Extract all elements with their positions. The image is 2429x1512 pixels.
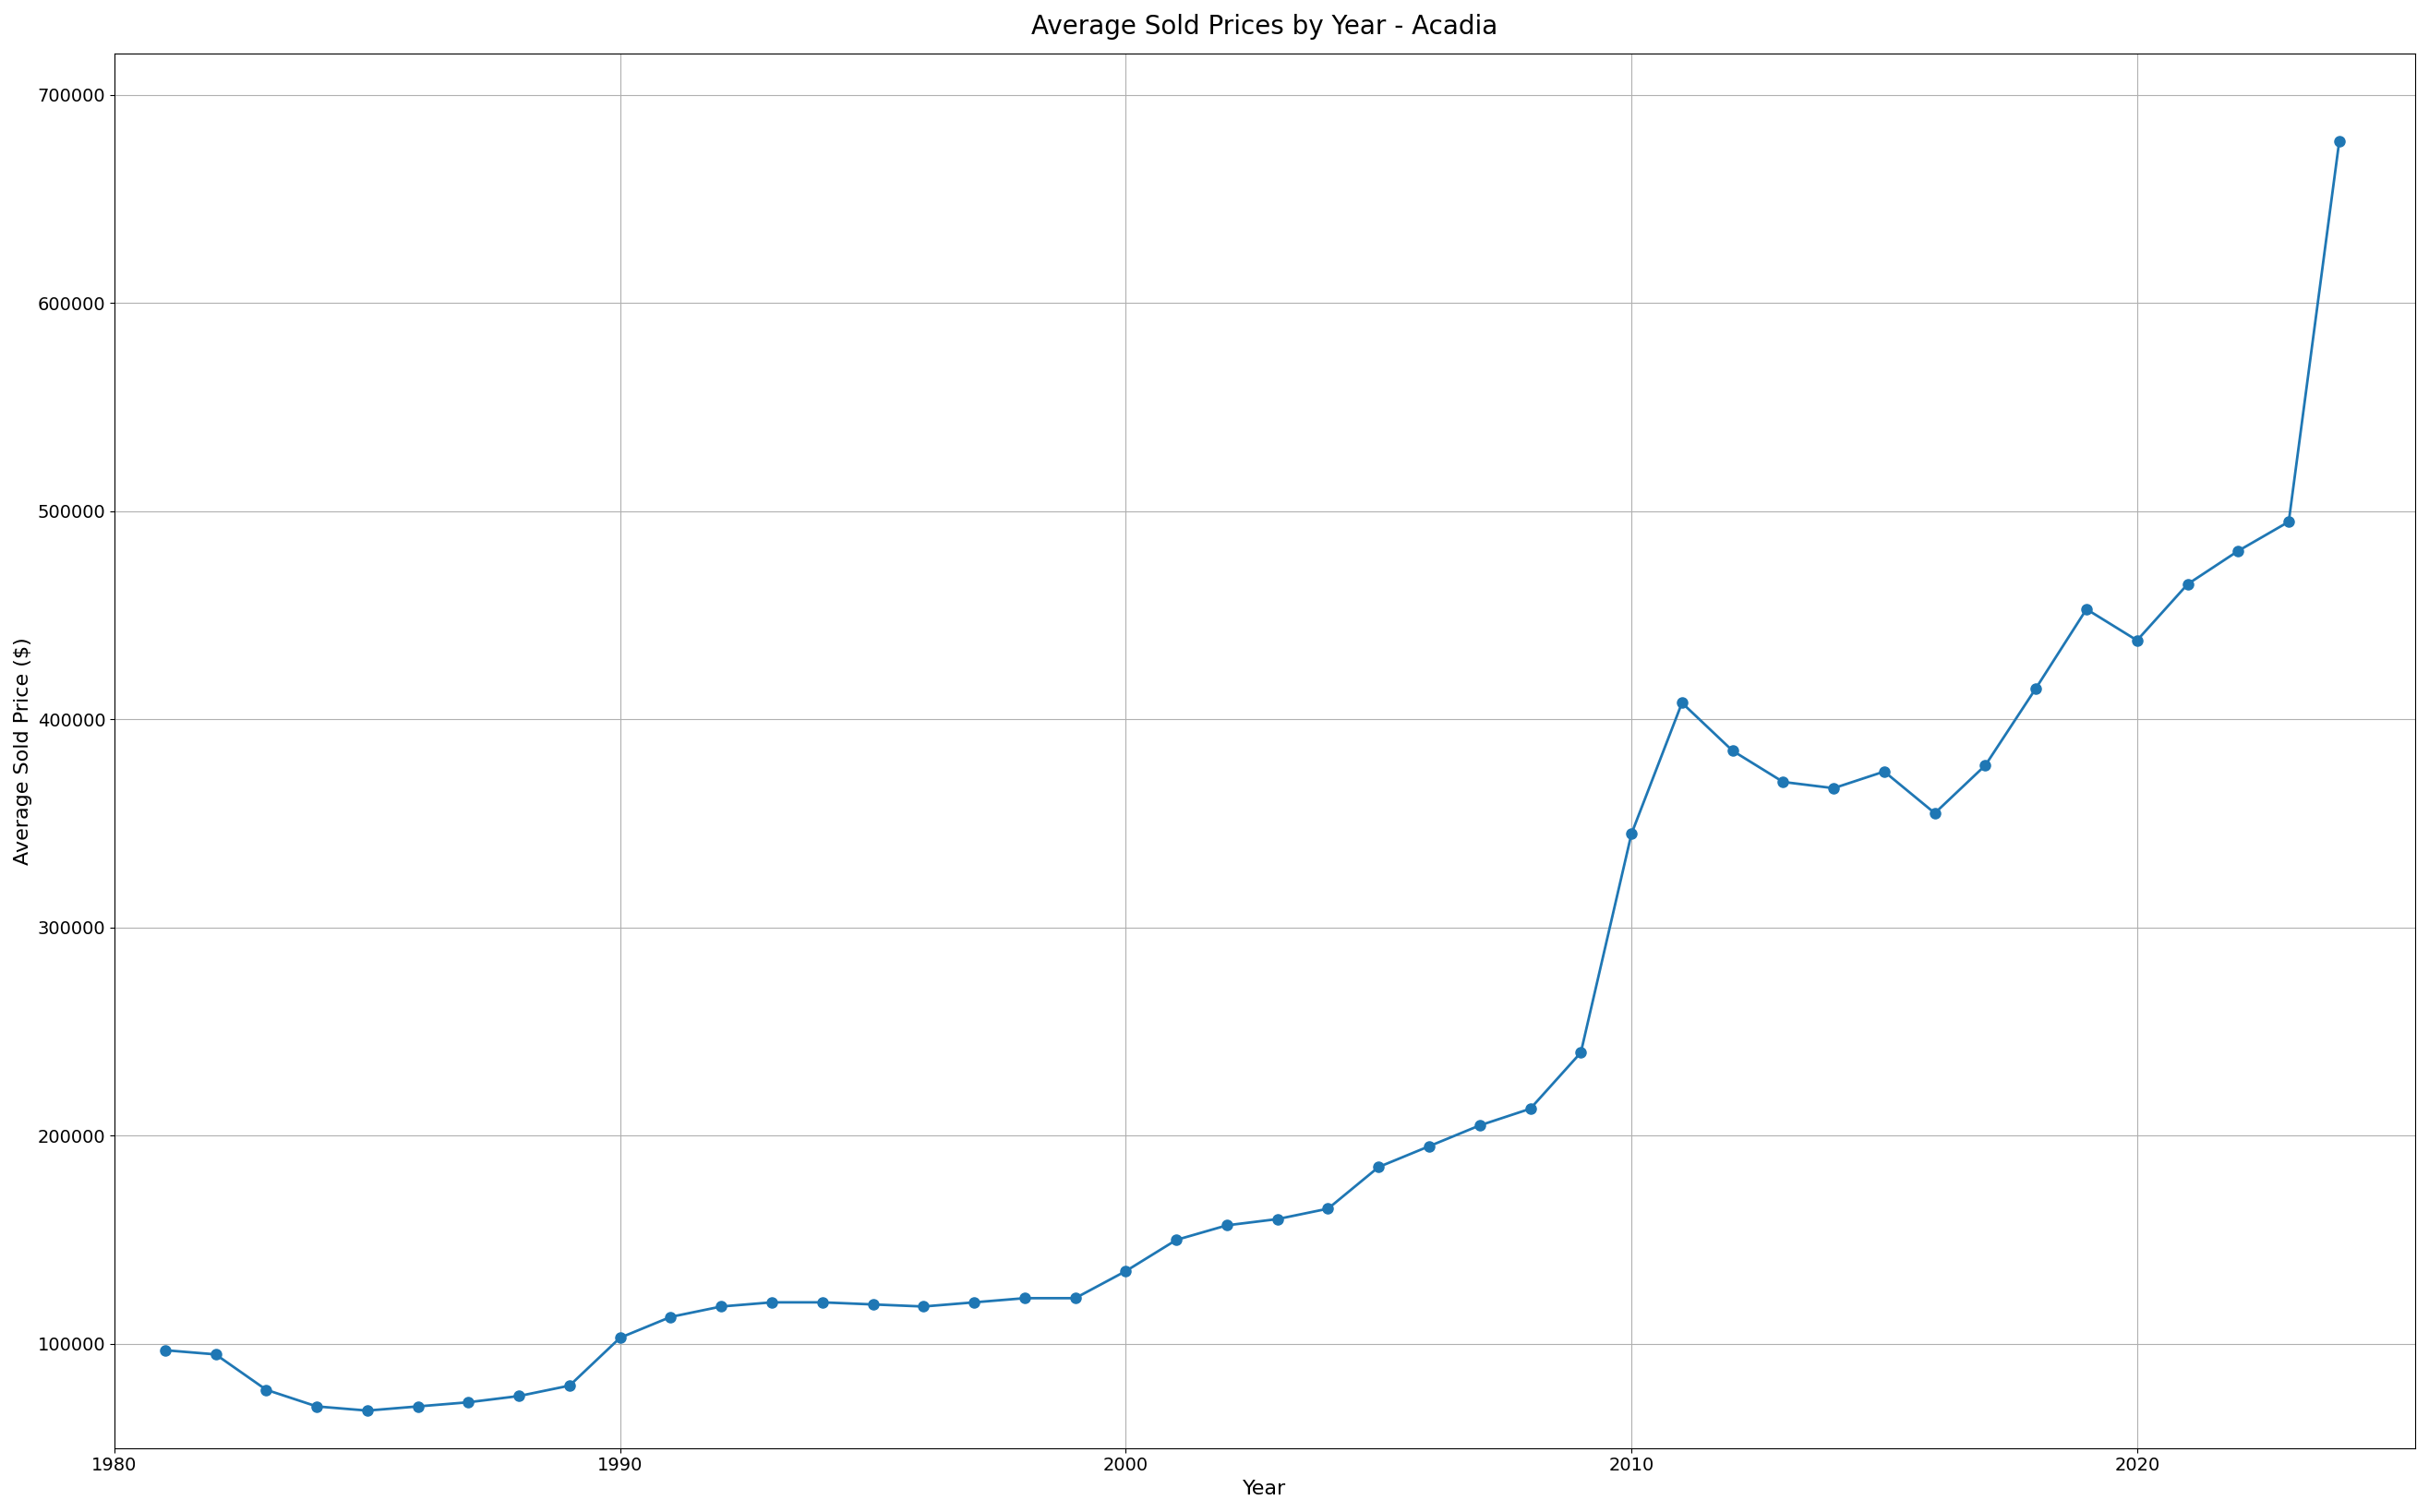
X-axis label: Year: Year	[1244, 1480, 1287, 1498]
Y-axis label: Average Sold Price ($): Average Sold Price ($)	[15, 637, 32, 865]
Title: Average Sold Prices by Year - Acadia: Average Sold Prices by Year - Acadia	[1032, 14, 1499, 39]
